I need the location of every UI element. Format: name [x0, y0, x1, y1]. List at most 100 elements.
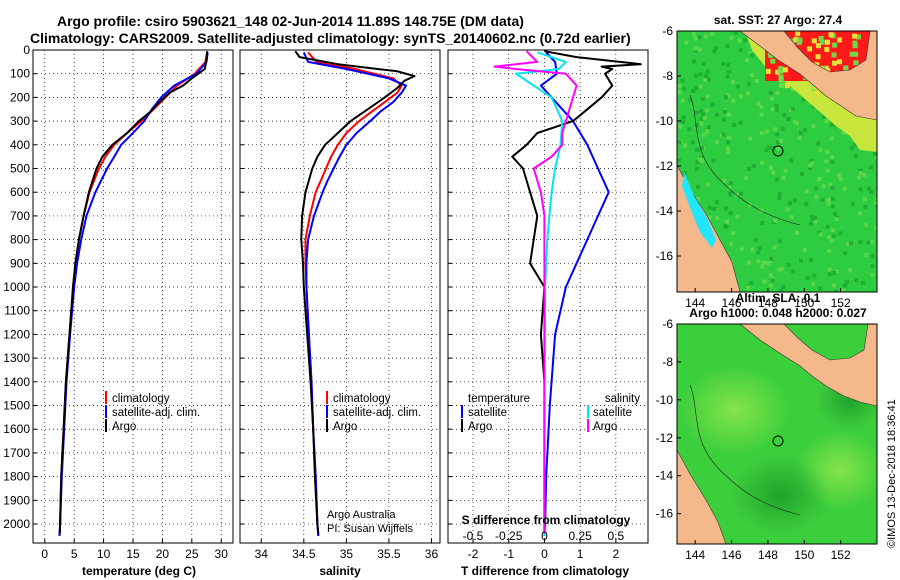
depth-tick-label: 800 [10, 233, 30, 247]
depth-tick-label: 300 [10, 114, 30, 128]
sst-pixel [769, 256, 774, 261]
difference-legend: temperature satellite Argo salinity sate… [461, 393, 640, 433]
sst-pixel [715, 216, 720, 221]
sst-pixel [691, 32, 696, 37]
map-x-tick-label: 144 [685, 296, 705, 310]
salinity-diff-ticks: -0.5 -0.25 0 0.25 0.5 [463, 529, 625, 543]
sst-pixel [760, 264, 765, 269]
x-tick-label: 5 [71, 547, 78, 561]
sst-pixel [778, 239, 782, 244]
sst-pixel [739, 191, 743, 196]
sst-pixel [789, 215, 794, 220]
sst-pixel [683, 143, 687, 148]
x-tick-label: 2 [613, 547, 620, 561]
sst-pixel [726, 93, 731, 98]
top-tick-label: -0.25 [495, 529, 523, 543]
map-x-tick-label: 150 [794, 548, 814, 562]
temperature-x-ticks: 0 5 10 15 20 25 30 [41, 547, 228, 561]
sst-pixel [706, 182, 711, 187]
sst-pixel [812, 273, 817, 278]
sst-pixel [868, 165, 873, 170]
figure-title-line2: Climatology: CARS2009. Satellite-adjuste… [30, 30, 631, 46]
sst-pixel [727, 185, 732, 190]
sst-pixel [864, 253, 868, 257]
sst-hot-pixel [811, 38, 817, 44]
sst-pixel [809, 159, 814, 164]
sst-pixel [842, 283, 847, 288]
sst-pixel [814, 195, 819, 199]
sst-hot-pixel [828, 32, 834, 38]
difference-grid [448, 49, 648, 543]
sst-hot-pixel [807, 46, 813, 52]
difference-x-ticks: -2 -1 0 1 2 [468, 547, 620, 561]
sst-pixel [771, 170, 776, 175]
sst-hot-pixel [855, 34, 861, 40]
sst-pixel [779, 267, 784, 272]
depth-tick-label: 2000 [3, 517, 30, 531]
sst-pixel [818, 286, 823, 291]
sst-pixel [852, 143, 857, 148]
sst-pixel [834, 289, 839, 292]
map-x-tick-label: 144 [685, 548, 705, 562]
sst-pixel [793, 119, 797, 124]
map-y-tick-label: -6 [662, 24, 673, 38]
sst-pixel [762, 279, 767, 284]
sst-pixel [728, 192, 733, 197]
sst-pixel [773, 218, 777, 223]
sst-pixel [697, 35, 702, 40]
sst-pixel [782, 113, 787, 118]
depth-tick-label: 100 [10, 67, 30, 81]
depth-tick-label: 0 [23, 43, 30, 57]
sst-cool-coast [682, 172, 716, 248]
sla-argo-location-marker [772, 435, 784, 447]
temperature-x-label: temperature (deg C) [82, 564, 196, 578]
salinity-panel-frame [239, 49, 441, 544]
sst-pixel [858, 240, 863, 244]
sst-pixel [794, 231, 799, 235]
sst-pixel [721, 62, 726, 66]
map-y-tick-label: -16 [656, 507, 674, 521]
sst-pixel [795, 121, 800, 126]
x-tick-label: 30 [215, 547, 229, 561]
depth-tick-label: 1600 [3, 422, 30, 436]
legend-satellite: satellite-adj. clim. [112, 407, 200, 419]
temperature-panel: 0 5 10 15 20 25 30 0 100 200 300 400 500 600 700 800 90… [3, 43, 234, 578]
sst-pixel [733, 31, 738, 35]
depth-tick-label: 600 [10, 185, 30, 199]
sst-hot-pixel [849, 51, 855, 57]
top-tick-label: 0 [541, 529, 548, 543]
sst-pixel [721, 132, 726, 137]
sst-pixel [829, 122, 834, 127]
sst-map-title: sat. SST: 27 Argo: 27.4 [714, 13, 843, 27]
sst-hot-pixel [778, 66, 784, 72]
sst-pixel [830, 154, 834, 159]
sst-map-y-ticks: -6 -8 -10 -12 -14 -16 [656, 24, 681, 263]
x-tick-label: 34 [255, 547, 269, 561]
sst-pixel [825, 224, 830, 229]
sst-hot-pixel [832, 42, 838, 48]
sst-hot-pixel [795, 31, 801, 37]
sst-pixel [743, 38, 748, 43]
sst-pixel [818, 147, 823, 152]
sst-pixel [829, 136, 834, 141]
sst-hot-pixel [815, 54, 821, 60]
sst-pixel [860, 280, 865, 285]
sla-land-png [677, 324, 877, 407]
sst-hot-pixel [775, 69, 780, 75]
sst-land-png [677, 31, 877, 121]
sst-pixel [711, 158, 716, 163]
sst-pixel [694, 73, 698, 78]
sst-map-frame [676, 30, 878, 293]
sst-pixel [687, 127, 692, 132]
sst-pixel [729, 36, 734, 40]
sst-pixel [840, 288, 845, 292]
sst-pixel [693, 48, 698, 53]
sst-pixel [759, 208, 764, 213]
sst-pixel [765, 261, 770, 266]
map-x-tick-label: 146 [722, 548, 742, 562]
map-y-tick-label: -6 [662, 317, 673, 331]
sst-pixel [725, 74, 730, 79]
sst-pixel [809, 258, 814, 262]
sst-pixel [845, 280, 850, 284]
